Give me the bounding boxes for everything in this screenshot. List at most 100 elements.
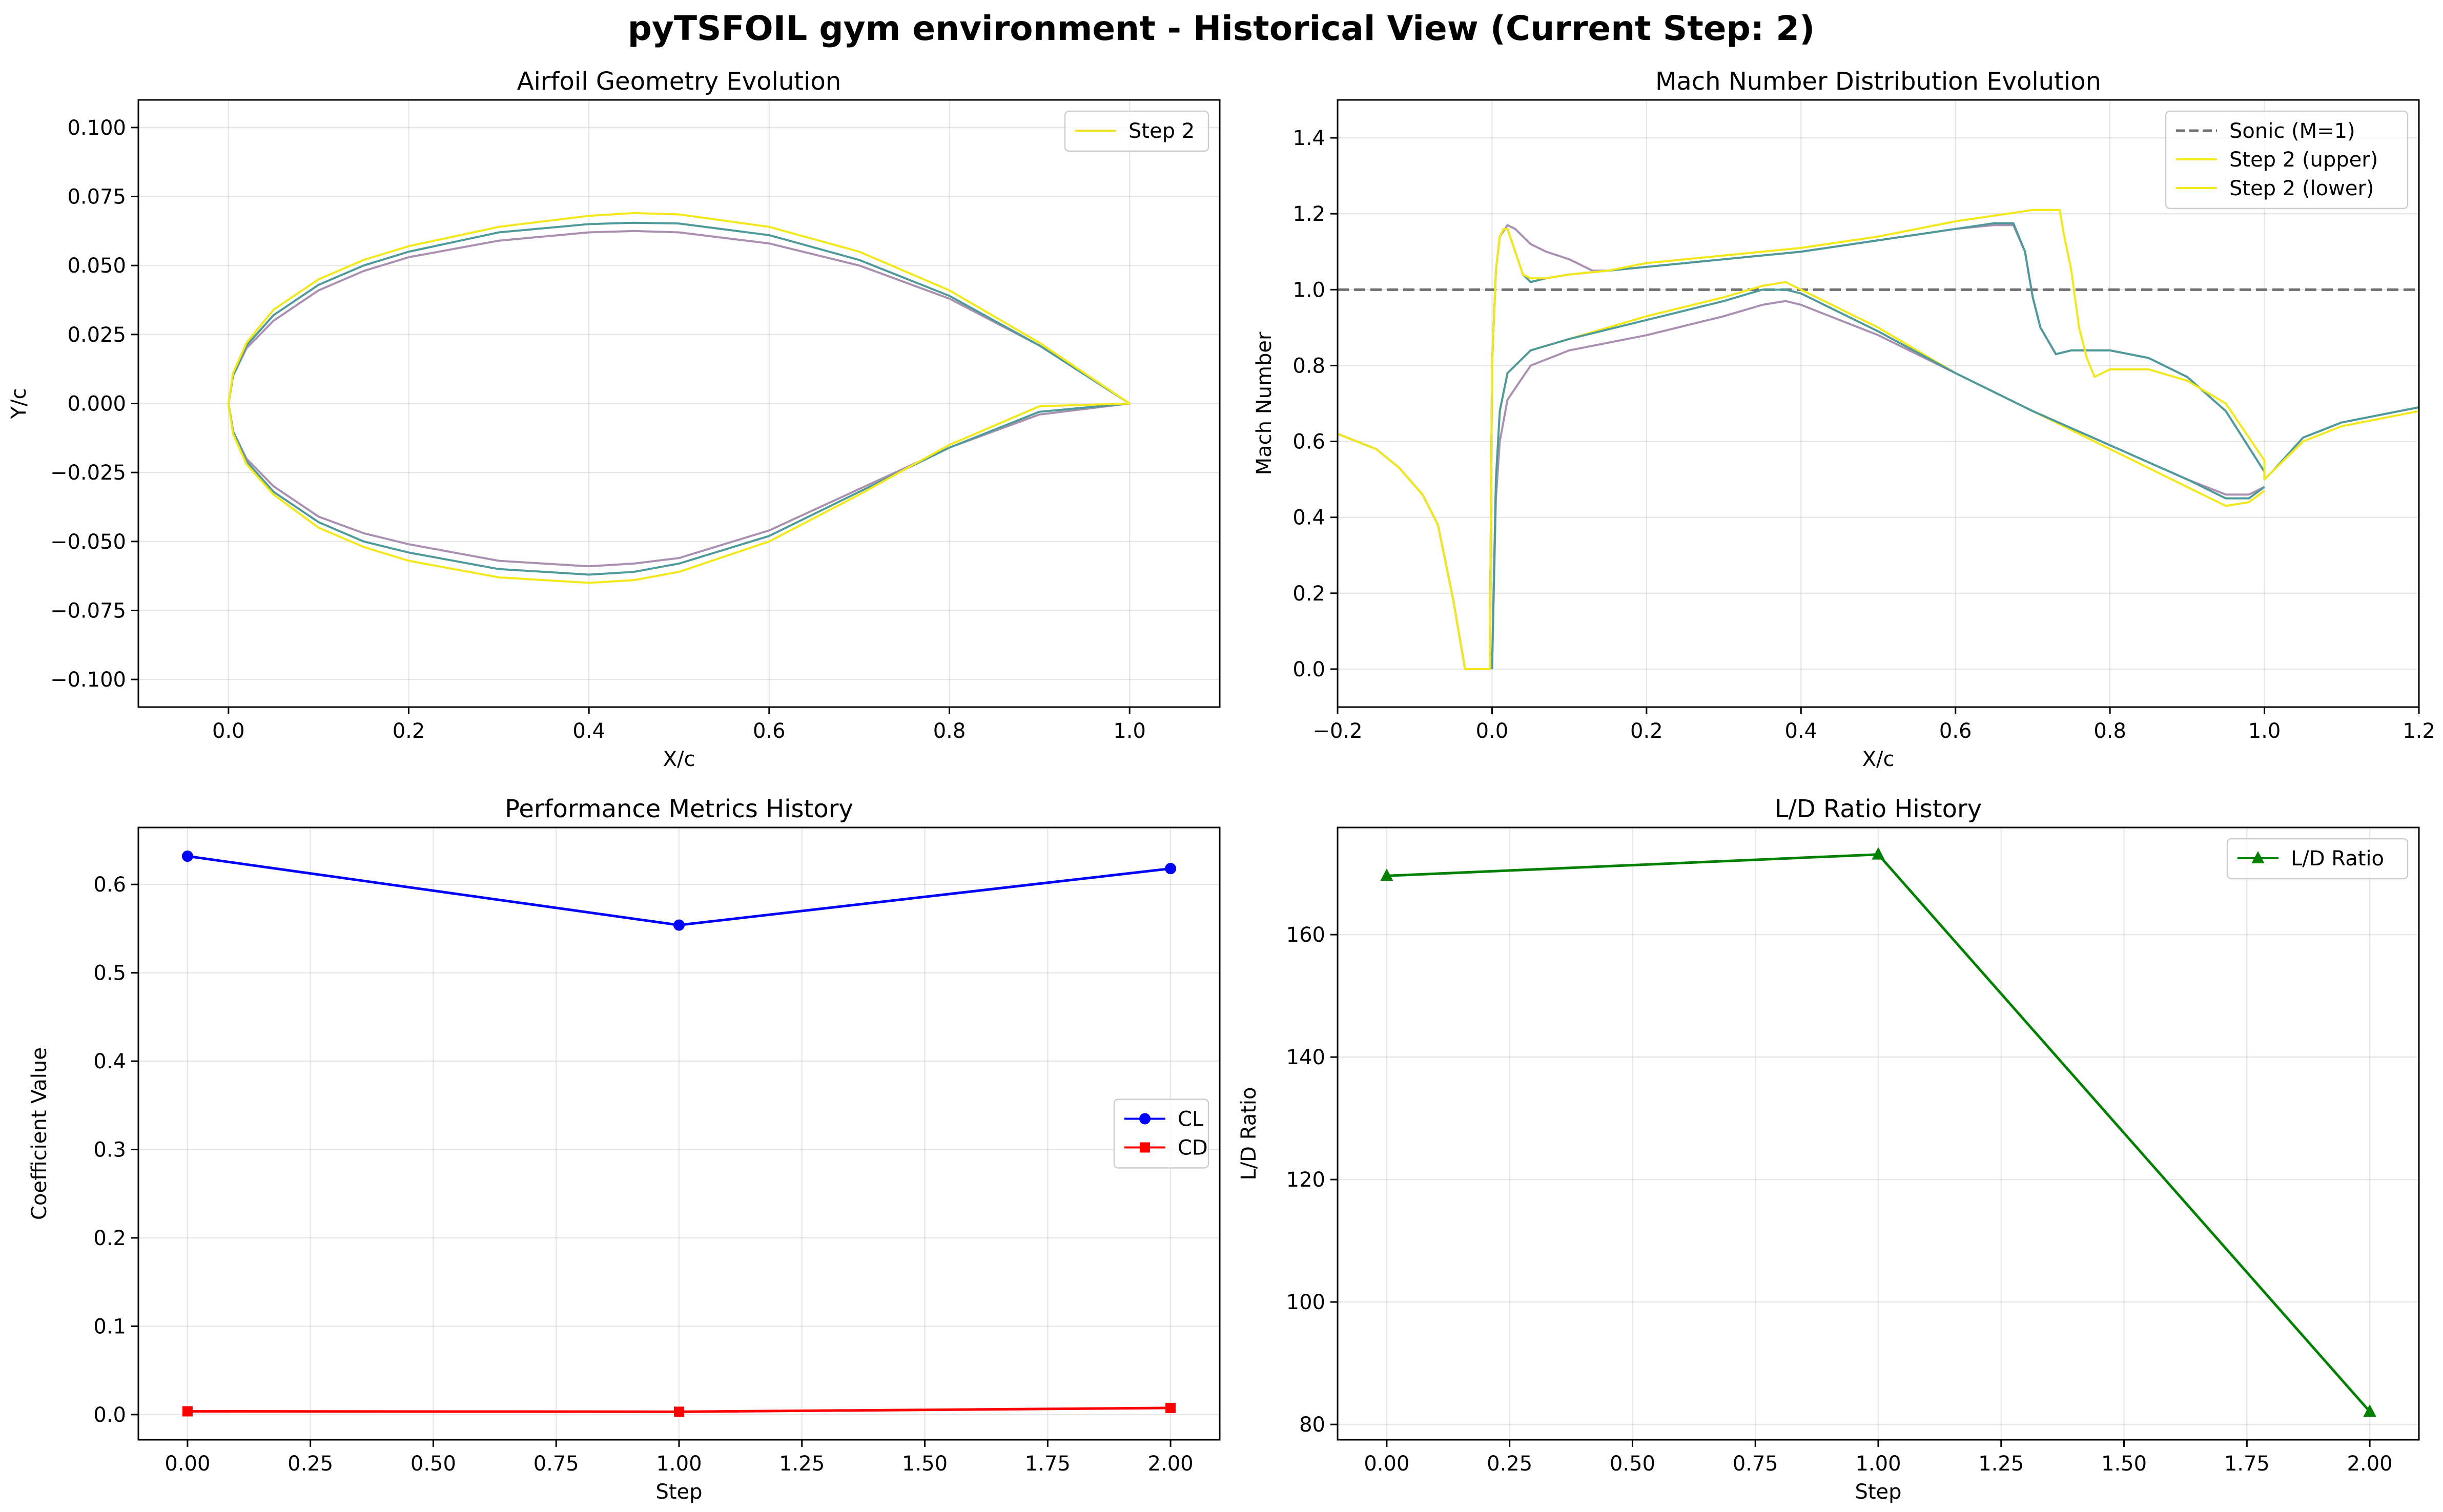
performance-xtick-label-6: 1.50 xyxy=(902,1452,948,1476)
ld-legend-box xyxy=(2226,838,2409,880)
geometry-xtick-label-1: 0.2 xyxy=(393,719,425,743)
performance-xtick-label-5: 1.25 xyxy=(779,1452,825,1476)
geometry-xtick-label-4: 0.8 xyxy=(933,719,966,743)
mach-panel: −0.2 0.0 0.2 0.4 0.6 0.8 1.0 1.2 0.0 0.2 0.4 0.6 0.8… xyxy=(1253,67,2435,771)
mach-ytick-label-7: 1.4 xyxy=(1292,127,1325,150)
ld-ylabel: L/D Ratio xyxy=(1237,1087,1261,1180)
ld-legend-label-0: L/D Ratio xyxy=(2291,847,2384,871)
mach-legend-label-2: Step 2 (lower) xyxy=(2229,177,2374,200)
performance-xtick-label-3: 0.75 xyxy=(533,1452,579,1476)
mach-ytick-label-1: 0.2 xyxy=(1292,582,1325,606)
performance-xtick-label-0: 0.00 xyxy=(165,1452,210,1476)
geometry-ytick-label-0: −0.100 xyxy=(50,668,126,692)
ld-title: L/D Ratio History xyxy=(1775,795,1982,823)
ld-xtick-label-4: 1.00 xyxy=(1855,1452,1901,1476)
performance-ytick-label-4: 0.4 xyxy=(93,1050,126,1073)
performance-panel: 0.00 0.25 0.50 0.75 1.00 1.25 1.50 1.75 2.00 0.0 0… xyxy=(28,795,1221,1504)
ld-xtick-label-1: 0.25 xyxy=(1487,1452,1532,1476)
geometry-ytick-label-1: −0.075 xyxy=(50,599,126,623)
ld-xtick-label-2: 0.50 xyxy=(1610,1452,1655,1476)
mach-xtick-label-2: 0.2 xyxy=(1630,719,1663,743)
mach-legend-label-0: Sonic (M=1) xyxy=(2229,119,2355,143)
geometry-ytick-label-6: 0.050 xyxy=(67,254,126,278)
mach-series-5-line xyxy=(1491,288,2265,669)
geometry-legend-box xyxy=(1064,110,1209,152)
geometry-series-2-line xyxy=(227,212,1131,584)
mach-legend: Sonic (M=1) Step 2 (upper) Step 2 (lower) xyxy=(2165,110,2409,210)
geometry-series-0-line xyxy=(227,230,1131,568)
mach-plot-area xyxy=(1338,209,2419,670)
geometry-plot-area xyxy=(227,212,1131,584)
performance-series-0-point-2 xyxy=(1165,863,1177,875)
performance-series-1-point-1 xyxy=(674,1406,684,1417)
geometry-xtick-label-0: 0.0 xyxy=(212,719,245,743)
geometry-panel: 0.0 0.2 0.4 0.6 0.8 1.0 −0.100 −0.075 −0.050 −0.0… xyxy=(7,67,1221,771)
geometry-xtick-label-2: 0.4 xyxy=(572,719,605,743)
performance-ylabel: Coefficient Value xyxy=(28,1047,51,1220)
ld-xtick-label-0: 0.00 xyxy=(1364,1452,1409,1476)
performance-ytick-label-1: 0.1 xyxy=(93,1315,126,1338)
mach-ytick-label-3: 0.6 xyxy=(1292,430,1325,454)
performance-series-1-point-2 xyxy=(1165,1402,1176,1413)
ld-series-0-point-2 xyxy=(2363,1404,2376,1417)
performance-title: Performance Metrics History xyxy=(505,795,853,823)
ld-ytick-label-2: 120 xyxy=(1286,1168,1325,1192)
geometry-series-1-line xyxy=(227,221,1131,576)
mach-xtick-label-5: 0.8 xyxy=(2093,719,2126,743)
performance-xtick-label-7: 1.75 xyxy=(1025,1452,1071,1476)
mach-xtick-label-3: 0.4 xyxy=(1784,719,1817,743)
geometry-ytick-label-4: 0.000 xyxy=(67,392,126,416)
performance-ytick-label-0: 0.0 xyxy=(93,1403,126,1427)
ld-xtick-label-8: 2.00 xyxy=(2347,1452,2393,1476)
mach-xtick-label-7: 1.2 xyxy=(2403,719,2435,743)
performance-xtick-label-4: 1.00 xyxy=(656,1452,702,1476)
performance-series-0-point-1 xyxy=(673,919,685,931)
ld-series-0-point-0 xyxy=(1380,868,1393,881)
performance-ytick-label-2: 0.2 xyxy=(93,1227,126,1250)
mach-ylabel: Mach Number xyxy=(1253,332,1276,475)
ld-xtick-label-7: 1.75 xyxy=(2224,1452,2270,1476)
geometry-legend-label-0: Step 2 xyxy=(1128,119,1195,143)
mach-ytick-label-5: 1.0 xyxy=(1292,278,1325,302)
performance-legend-label-1: CD xyxy=(1178,1136,1208,1160)
performance-series-0-point-0 xyxy=(181,851,193,862)
geometry-ylabel: Y/c xyxy=(7,388,31,420)
ld-panel: 0.00 0.25 0.50 0.75 1.00 1.25 1.50 1.75 2.00 80 10… xyxy=(1237,795,2420,1504)
geometry-title: Airfoil Geometry Evolution xyxy=(517,67,841,96)
geometry-xtick-label-3: 0.6 xyxy=(753,719,786,743)
mach-xlabel: X/c xyxy=(1862,748,1895,771)
performance-xtick-label-8: 2.00 xyxy=(1148,1452,1194,1476)
ld-xtick-label-3: 0.75 xyxy=(1733,1452,1778,1476)
geometry-ytick-label-3: −0.025 xyxy=(50,461,126,485)
mach-xtick-label-0: −0.2 xyxy=(1312,719,1362,743)
performance-legend-marker-0 xyxy=(1139,1113,1151,1125)
ld-ytick-label-4: 160 xyxy=(1286,923,1325,947)
performance-legend: CL CD xyxy=(1113,1099,1209,1169)
geometry-ytick-label-5: 0.025 xyxy=(67,323,126,347)
performance-legend-label-0: CL xyxy=(1178,1108,1204,1131)
performance-series-1-point-0 xyxy=(182,1406,193,1417)
ld-ytick-label-1: 100 xyxy=(1286,1291,1325,1314)
ld-xlabel: Step xyxy=(1855,1480,1901,1504)
mach-title: Mach Number Distribution Evolution xyxy=(1655,67,2101,96)
figure-suptitle: pyTSFOIL gym environment - Historical Vi… xyxy=(628,9,1815,48)
performance-xtick-label-1: 0.25 xyxy=(288,1452,333,1476)
geometry-ytick-label-8: 0.100 xyxy=(67,116,126,140)
performance-ytick-label-3: 0.3 xyxy=(93,1138,126,1162)
geometry-ytick-label-2: −0.050 xyxy=(50,530,126,554)
performance-legend-box xyxy=(1113,1099,1209,1169)
geometry-xtick-label-5: 1.0 xyxy=(1113,719,1146,743)
mach-series-3-line xyxy=(1491,281,2265,669)
ld-legend: L/D Ratio xyxy=(2226,838,2409,880)
geometry-legend: Step 2 xyxy=(1064,110,1209,152)
mach-legend-box xyxy=(2165,110,2409,210)
performance-legend-marker-1 xyxy=(1140,1142,1150,1153)
mach-ytick-label-2: 0.4 xyxy=(1292,506,1325,530)
mach-xtick-label-4: 0.6 xyxy=(1939,719,1972,743)
ld-ytick-label-3: 140 xyxy=(1286,1046,1325,1069)
ld-legend-marker-0 xyxy=(2251,851,2265,863)
mach-ytick-label-4: 0.8 xyxy=(1292,354,1325,378)
ld-plot-area xyxy=(1380,847,2376,1417)
mach-ytick-label-6: 1.2 xyxy=(1292,202,1325,226)
performance-xtick-label-2: 0.50 xyxy=(410,1452,456,1476)
